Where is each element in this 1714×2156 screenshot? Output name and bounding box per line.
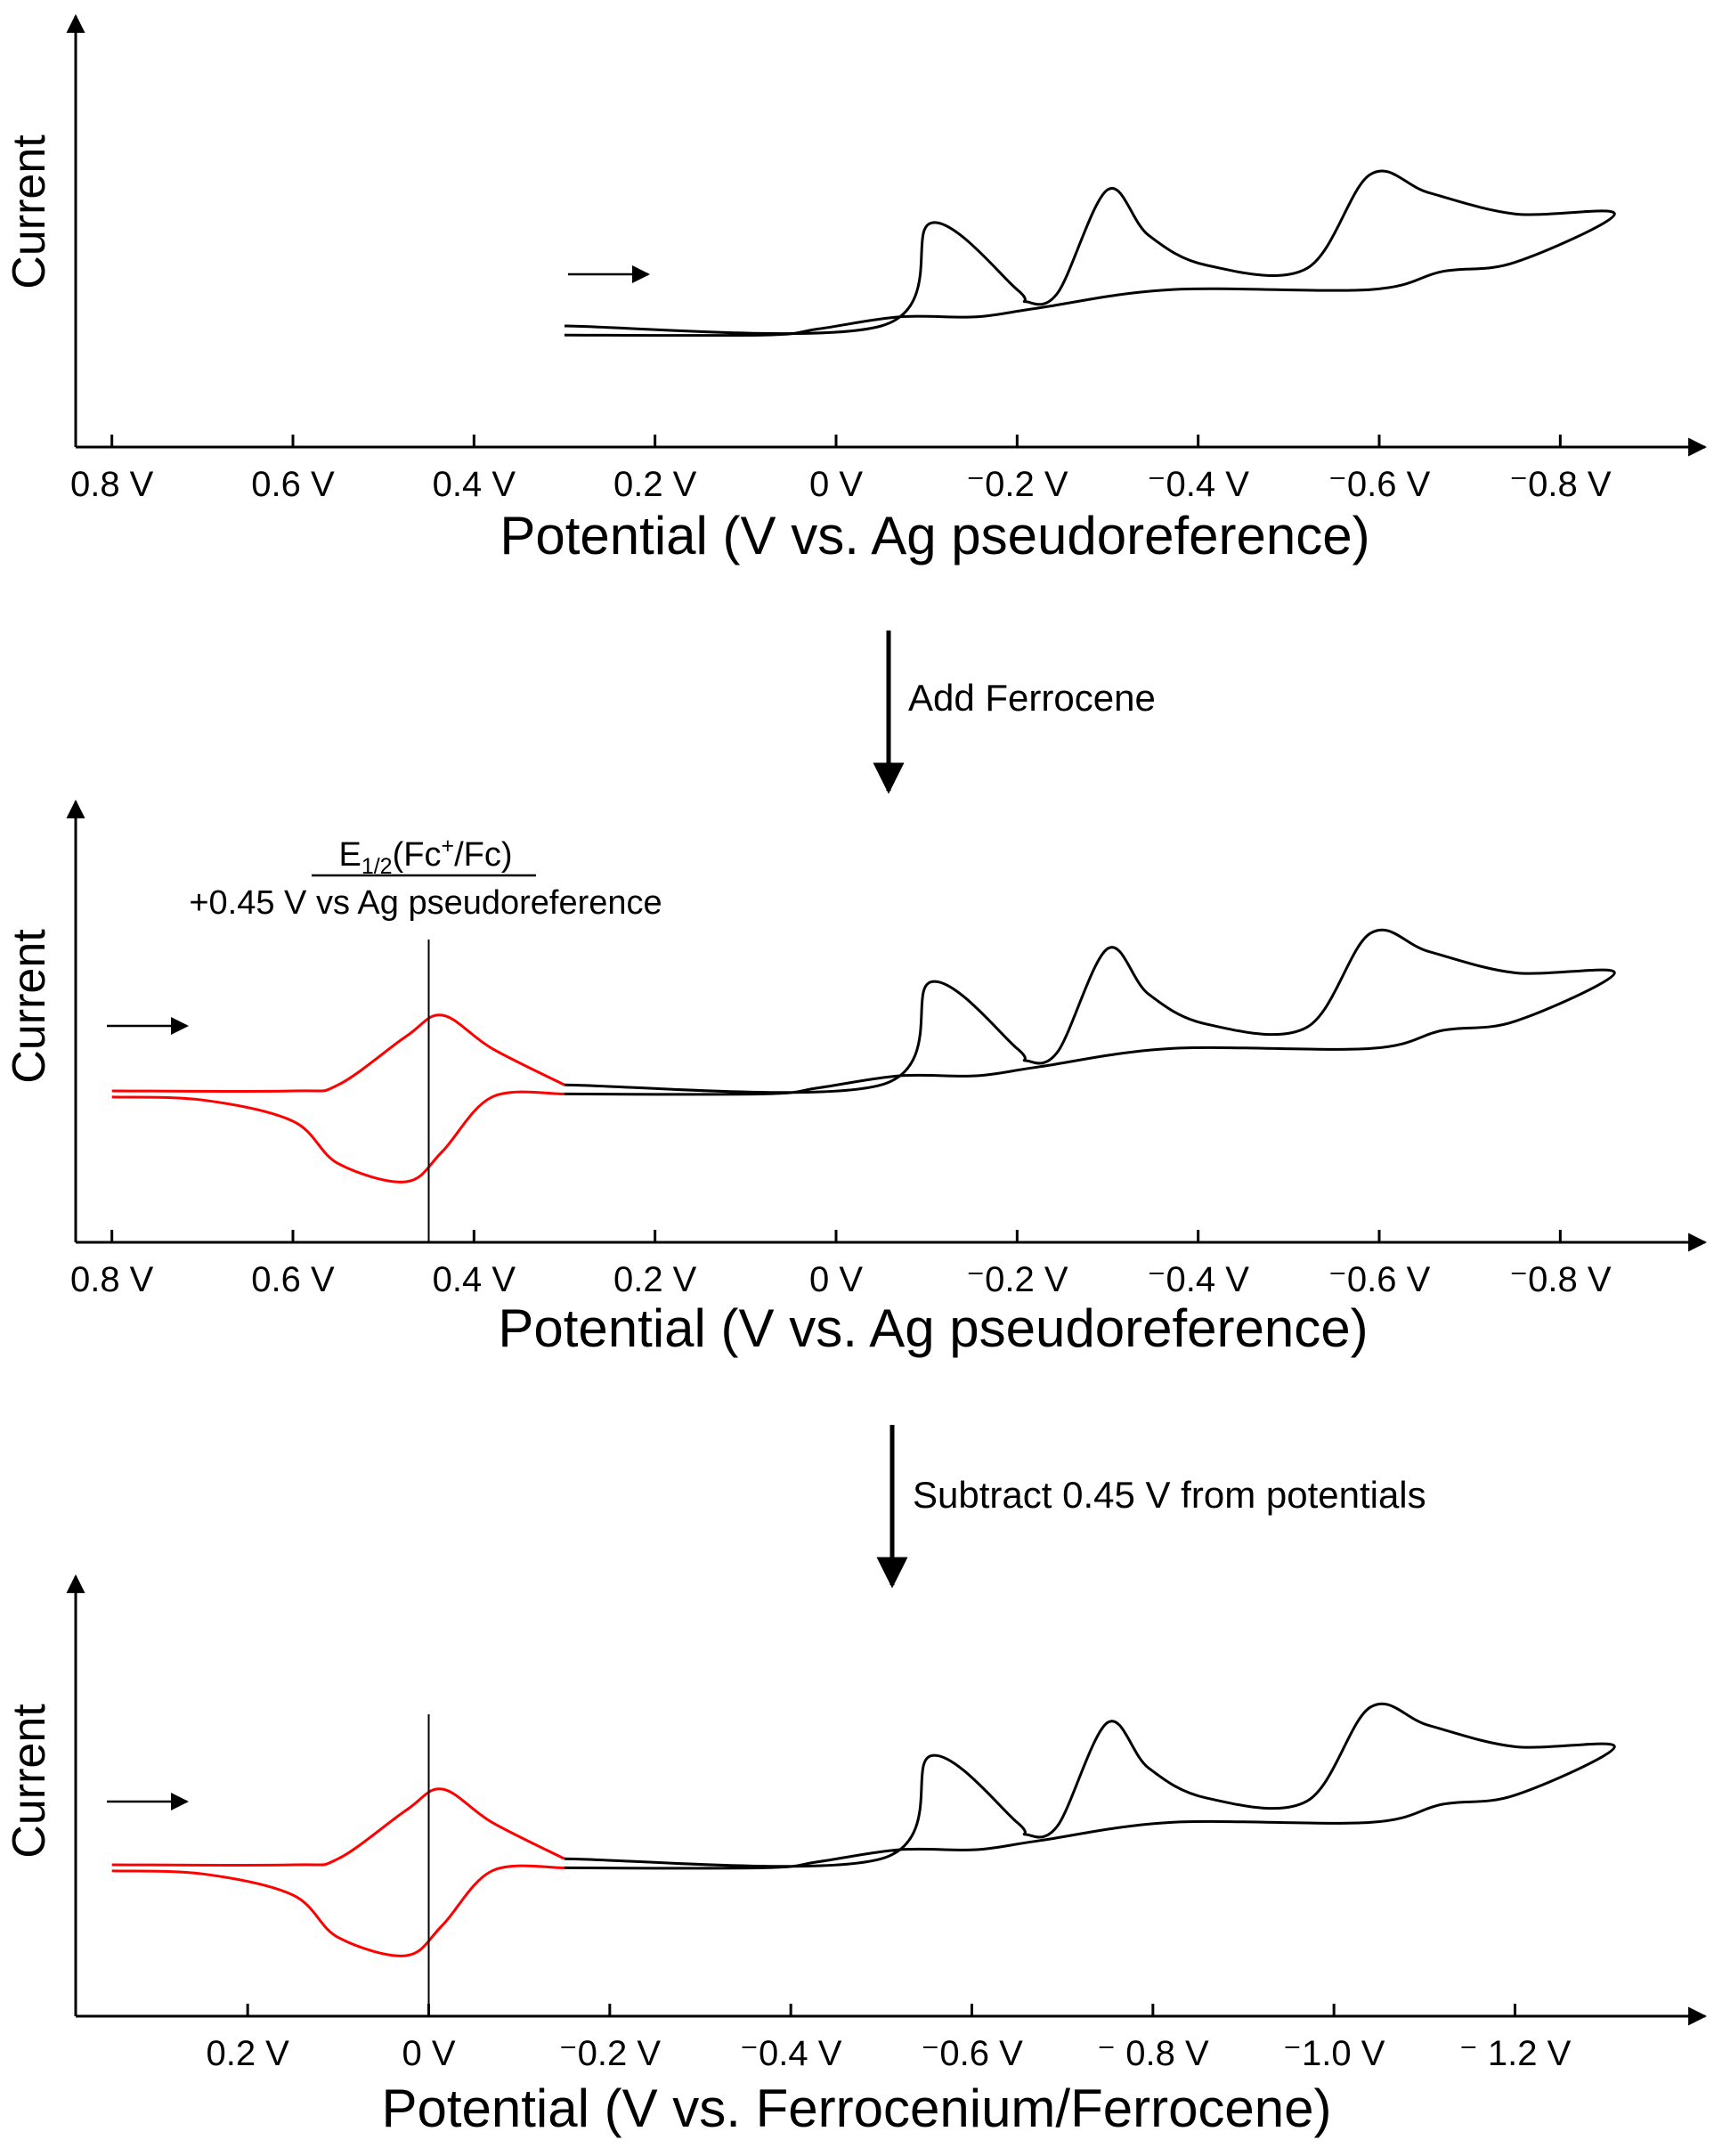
- x-tick-label: 0 V: [809, 465, 863, 504]
- analyte-trace: [564, 169, 1616, 338]
- analyte-trace: [564, 1702, 1616, 1870]
- ferrocene-trace: [111, 1787, 565, 1867]
- e-half-label: E1/2(Fc+/Fc): [338, 834, 512, 879]
- x-tick-label: 0 V: [402, 2034, 455, 2073]
- x-tick-label: ⁻0.6 V: [1328, 465, 1431, 504]
- panel-2-x-ticks: 0.8 V 0.6 V 0.4 V 0.2 V 0 V ⁻0.2 V ⁻0.4 V ⁻0.6 …: [70, 1230, 1612, 1299]
- ferrocene-trace: [111, 1090, 565, 1184]
- x-tick-label: ⁻0.2 V: [966, 1260, 1068, 1299]
- panel-1-x-ticks: 0.8 V 0.6 V 0.4 V 0.2 V 0 V ⁻0.2 V ⁻0.4 V ⁻0.6 …: [70, 435, 1612, 504]
- x-tick-label: ⁻0.4 V: [1147, 465, 1249, 504]
- step-1: Add Ferrocene: [873, 631, 1156, 794]
- x-tick-label: 0.6 V: [251, 1260, 335, 1299]
- panel-2-x-label: Potential (V vs. Ag pseudoreference): [498, 1298, 1368, 1358]
- panel-3-y-label: Current: [4, 1704, 55, 1859]
- x-tick-label: 0.4 V: [433, 1260, 516, 1299]
- panel-3-curves: [111, 1702, 1616, 1957]
- panel-1-x-label: Potential (V vs. Ag pseudoreference): [500, 506, 1369, 565]
- x-tick-label: ⁻0.4 V: [740, 2034, 842, 2073]
- x-tick-label: ⁻0.8 V: [1509, 1260, 1612, 1299]
- x-tick-label: 0.2 V: [613, 465, 697, 504]
- x-tick-label: ⁻0.6 V: [921, 2034, 1023, 2073]
- x-tick-label: ⁻0.2 V: [966, 465, 1068, 504]
- x-tick-label: ⁻0.4 V: [1147, 1260, 1249, 1299]
- x-tick-label: 0.2 V: [613, 1260, 697, 1299]
- panel-2-annotation: E1/2(Fc+/Fc) +0.45 V vs Ag pseudoreferen…: [189, 834, 662, 922]
- x-tick-label: ⁻ 1.2 V: [1459, 2034, 1572, 2073]
- x-tick-label: ⁻0.6 V: [1328, 1260, 1431, 1299]
- analyte-trace: [564, 928, 1616, 1096]
- panel-2-y-label: Current: [4, 929, 55, 1084]
- panel-3: Current Potential (V vs. Ferrocenium/Fer…: [4, 1574, 1708, 2138]
- ferrocene-trace: [111, 1013, 565, 1093]
- e-half-value: +0.45 V vs Ag pseudoreference: [189, 884, 662, 922]
- step-1-label: Add Ferrocene: [908, 677, 1156, 719]
- x-tick-label: 0.2 V: [206, 2034, 289, 2073]
- x-tick-label: 0.8 V: [70, 1260, 154, 1299]
- panel-3-x-label: Potential (V vs. Ferrocenium/Ferrocene): [381, 2079, 1331, 2138]
- ferrocene-trace: [111, 1864, 565, 1957]
- x-tick-label: 0.8 V: [70, 465, 154, 504]
- x-tick-label: ⁻ 0.8 V: [1097, 2034, 1209, 2073]
- x-tick-label: ⁻0.2 V: [559, 2034, 662, 2073]
- panel-2-curves: [111, 928, 1616, 1184]
- panel-1-curves: [564, 169, 1616, 338]
- x-tick-label: ⁻1.0 V: [1283, 2034, 1385, 2073]
- x-tick-label: 0.6 V: [251, 465, 335, 504]
- panel-1: Current Potential (V vs. Ag pseudorefere…: [4, 13, 1708, 565]
- x-tick-label: ⁻0.8 V: [1509, 465, 1612, 504]
- panel-1-y-label: Current: [4, 134, 55, 289]
- step-2: Subtract 0.45 V from potentials: [876, 1425, 1426, 1589]
- step-2-label: Subtract 0.45 V from potentials: [913, 1474, 1426, 1516]
- panel-3-x-ticks: 0.2 V 0 V ⁻0.2 V ⁻0.4 V ⁻0.6 V ⁻ 0.8 V ⁻1.0 V ⁻…: [206, 2004, 1572, 2073]
- panel-2: Current Potential (V vs. Ag pseudorefere…: [4, 799, 1708, 1358]
- x-tick-label: 0.4 V: [433, 465, 516, 504]
- x-tick-label: 0 V: [809, 1260, 863, 1299]
